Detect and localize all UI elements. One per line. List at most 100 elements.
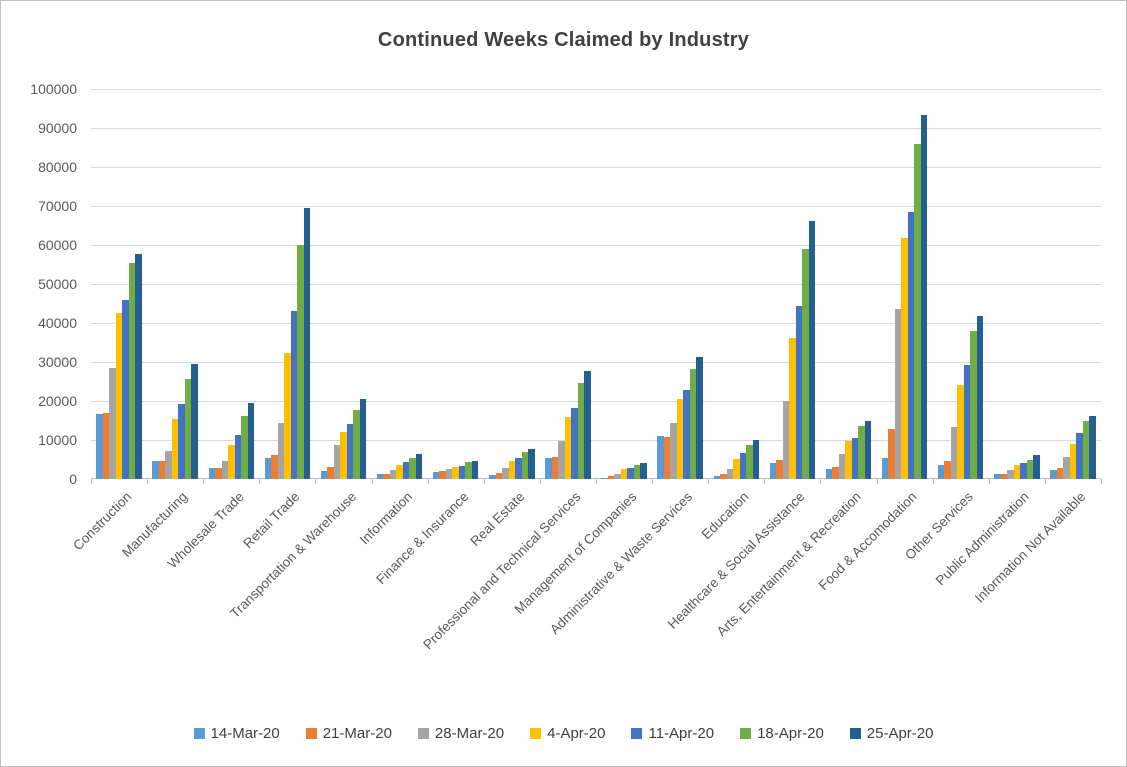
x-tick-mark (259, 479, 261, 484)
x-tick-mark (652, 479, 654, 484)
x-category-label: Information (356, 489, 415, 548)
bar-28-Mar-20 (502, 468, 509, 479)
bar-18-Apr-20 (297, 245, 304, 479)
bar-18-Apr-20 (689, 368, 697, 479)
gridline (91, 440, 1101, 441)
bar-group (259, 89, 315, 479)
bar-4-Apr-20 (620, 469, 628, 479)
legend-item: 25-Apr-20 (849, 725, 933, 742)
bar-group (596, 89, 652, 479)
legend-label: 18-Apr-20 (757, 725, 824, 742)
bar-25-Apr-20 (359, 398, 367, 479)
x-tick-mark (147, 479, 149, 484)
y-tick-label: 20000 (38, 393, 77, 409)
bar-14-Mar-20 (320, 470, 328, 479)
bar-21-Mar-20 (944, 461, 951, 479)
x-tick-mark (708, 479, 710, 484)
bar-28-Mar-20 (109, 367, 116, 479)
bar-28-Mar-20 (389, 470, 397, 479)
legend-item: 14-Mar-20 (193, 725, 280, 742)
bar-11-Apr-20 (795, 305, 803, 479)
x-tick-mark (91, 479, 92, 484)
legend-swatch-icon (631, 728, 643, 739)
bar-25-Apr-20 (247, 403, 255, 479)
legend-swatch-icon (740, 728, 752, 739)
y-tick-label: 100000 (30, 81, 77, 97)
bar-4-Apr-20 (228, 444, 235, 479)
x-tick-mark (203, 479, 205, 484)
x-tick-mark (371, 479, 373, 484)
x-tick-mark (988, 479, 990, 484)
bar-28-Mar-20 (445, 469, 453, 479)
bar-group (147, 89, 203, 479)
bar-18-Apr-20 (353, 409, 360, 479)
legend-label: 14-Mar-20 (210, 725, 280, 742)
bar-25-Apr-20 (191, 364, 198, 479)
bar-11-Apr-20 (1020, 462, 1027, 479)
bar-28-Mar-20 (950, 426, 958, 479)
legend-swatch-icon (530, 728, 542, 739)
bar-21-Mar-20 (495, 472, 503, 479)
y-tick-label: 60000 (38, 237, 77, 253)
bar-18-Apr-20 (521, 451, 529, 479)
bar-21-Mar-20 (271, 454, 278, 479)
x-category-label: Retail Trade (240, 489, 303, 552)
bar-11-Apr-20 (627, 467, 634, 479)
bar-4-Apr-20 (1069, 443, 1077, 479)
gridline (91, 401, 1101, 402)
legend-label: 21-Mar-20 (322, 725, 392, 742)
x-category-label: Real Estate (467, 489, 528, 549)
bar-4-Apr-20 (284, 352, 291, 479)
legend-item: 21-Mar-20 (305, 725, 392, 742)
legend-item: 4-Apr-20 (530, 725, 605, 742)
gridline (91, 206, 1101, 207)
x-tick-mark (932, 479, 934, 484)
bar-14-Mar-20 (713, 475, 721, 479)
bar-11-Apr-20 (515, 458, 522, 479)
bar-18-Apr-20 (241, 415, 248, 479)
gridline (91, 323, 1101, 324)
bar-21-Mar-20 (215, 467, 222, 479)
bar-11-Apr-20 (234, 434, 242, 479)
bar-21-Mar-20 (832, 466, 839, 479)
bar-28-Mar-20 (221, 460, 229, 479)
legend: 14-Mar-20 21-Mar-20 28-Mar-20 4-Apr-20 11-Ap… (1, 725, 1126, 742)
bar-21-Mar-20 (663, 436, 671, 479)
bar-14-Mar-20 (601, 477, 608, 479)
legend-label: 28-Mar-20 (434, 725, 505, 742)
bar-11-Apr-20 (178, 403, 185, 479)
legend-item: 28-Mar-20 (417, 725, 505, 742)
x-tick-mark (315, 479, 317, 484)
bar-25-Apr-20 (696, 356, 703, 479)
bar-18-Apr-20 (577, 383, 585, 479)
x-tick-mark (1044, 479, 1046, 484)
bar-14-Mar-20 (545, 457, 552, 479)
x-category-label: Food & Accomodation (815, 489, 920, 594)
bar-14-Mar-20 (769, 463, 777, 479)
bar-4-Apr-20 (340, 432, 347, 479)
x-category-label: Education (698, 489, 752, 543)
bar-11-Apr-20 (683, 390, 690, 479)
bar-4-Apr-20 (957, 385, 964, 479)
bar-25-Apr-20 (135, 254, 142, 479)
bar-25-Apr-20 (415, 454, 423, 479)
x-tick-mark (764, 479, 766, 484)
x-tick-mark (483, 479, 485, 484)
legend-swatch-icon (417, 728, 429, 739)
x-category-label: Information Not Available (971, 489, 1089, 606)
chart-title: Continued Weeks Claimed by Industry (377, 29, 750, 51)
bar-4-Apr-20 (171, 418, 179, 479)
bar-21-Mar-20 (776, 459, 783, 479)
bar-11-Apr-20 (907, 212, 915, 479)
y-tick-label: 80000 (38, 159, 77, 175)
bar-14-Mar-20 (1050, 470, 1057, 479)
bar-18-Apr-20 (1026, 459, 1034, 479)
bar-21-Mar-20 (102, 413, 110, 479)
bar-11-Apr-20 (1076, 433, 1083, 479)
bar-4-Apr-20 (452, 466, 459, 479)
bar-21-Mar-20 (439, 471, 446, 479)
bar-18-Apr-20 (802, 249, 809, 479)
bar-18-Apr-20 (465, 462, 472, 479)
x-category-label: Public Administration (932, 489, 1033, 589)
bar-group (428, 89, 484, 479)
